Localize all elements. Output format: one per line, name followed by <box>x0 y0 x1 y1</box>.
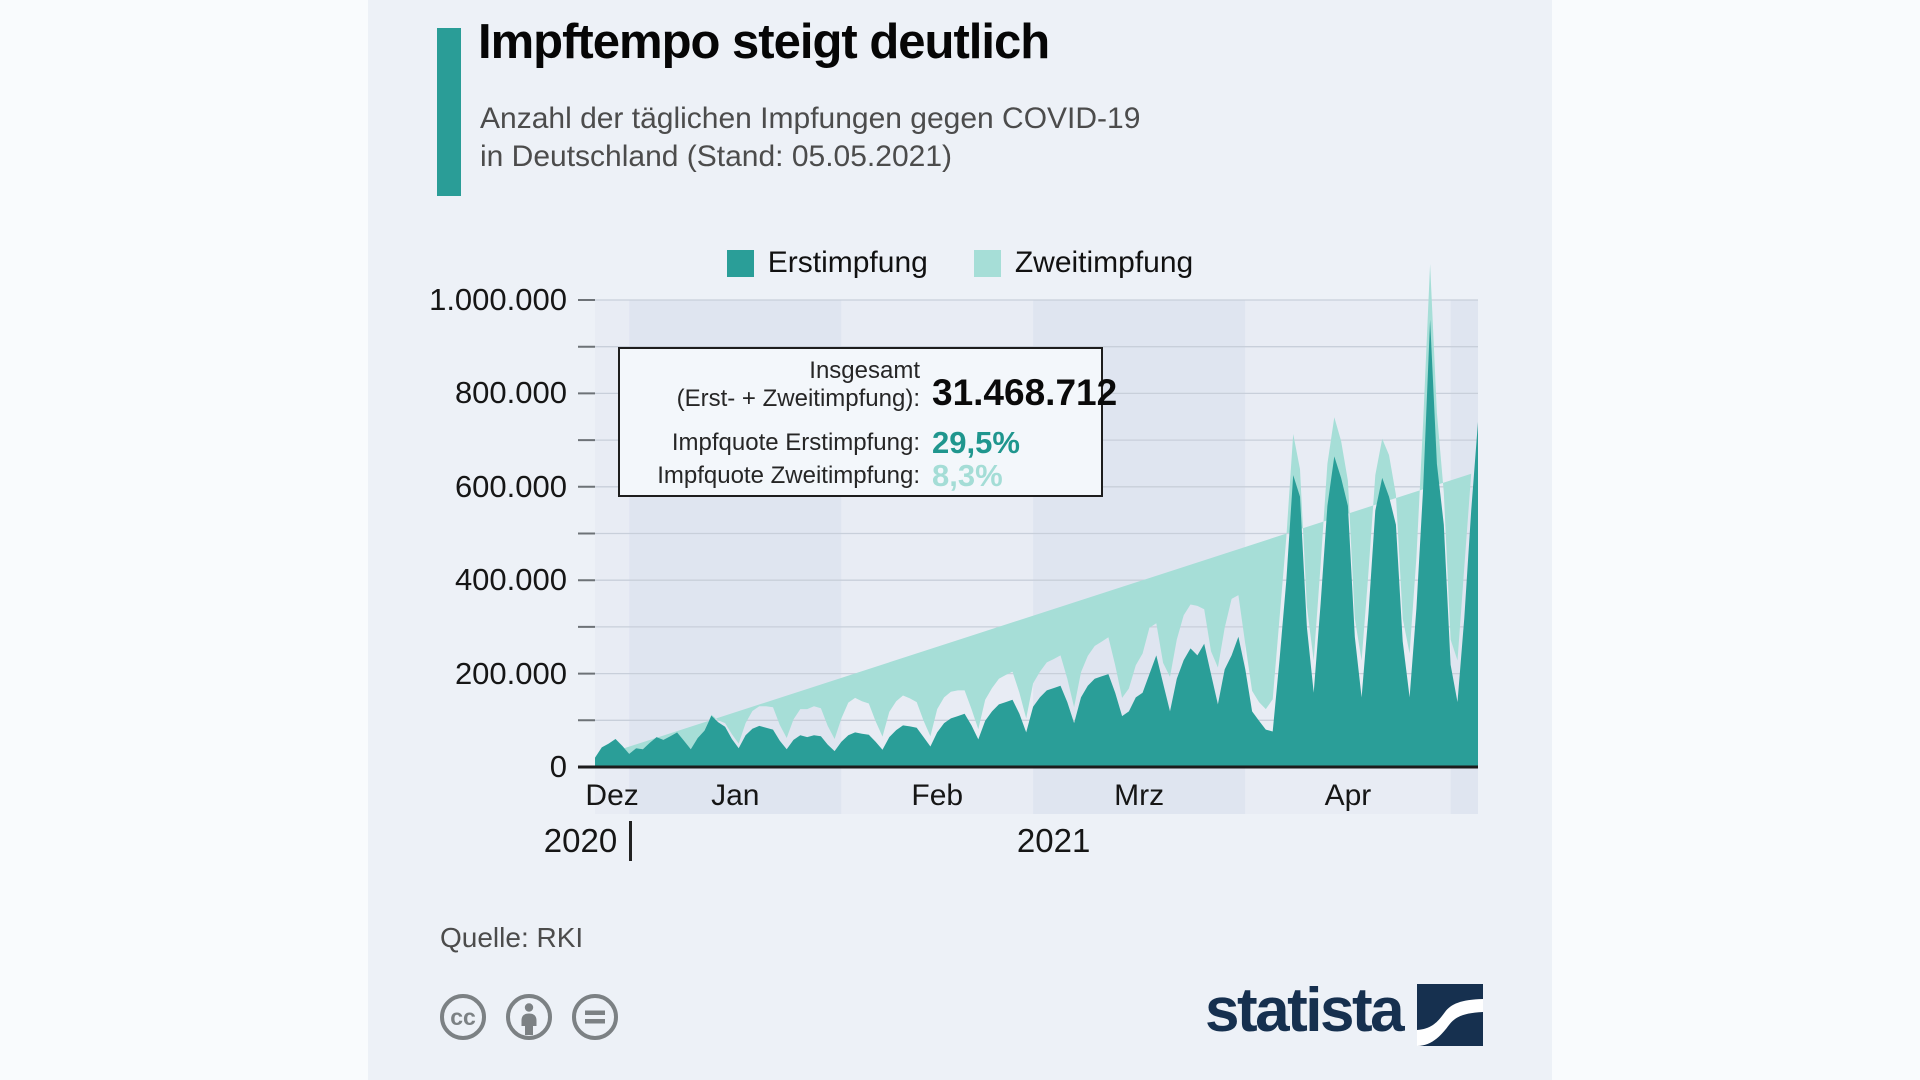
summary-info-box: Insgesamt (Erst- + Zweitimpfung): 31.468… <box>618 347 1117 497</box>
subtitle-line-1: Anzahl der täglichen Impfungen gegen COV… <box>480 102 1141 135</box>
cc-attribution-icon[interactable] <box>505 993 553 1041</box>
chart-subtitle: Anzahl der täglichen Impfungen gegen COV… <box>480 100 1140 176</box>
area-erstimpfung <box>595 319 1478 767</box>
total-label: Insgesamt (Erst- + Zweitimpfung): <box>676 357 920 412</box>
month-label-Dez: Dez <box>585 779 639 812</box>
area-zweitimpfung <box>595 264 1472 758</box>
legend-swatch-zweitimpfung <box>973 249 1001 277</box>
chart-area: Erstimpfung Zweitimpfung 0 200.000 400.000 6… <box>368 230 1552 880</box>
cc-license-icon[interactable]: cc <box>439 993 487 1041</box>
erst-quote-label: Impfquote Erstimpfung: <box>671 429 920 456</box>
y-axis-label-1.000.000: 1.000.000 <box>429 282 567 317</box>
chart-legend: Erstimpfung Zweitimpfung <box>368 246 1552 280</box>
y-axis-label-0: 0 <box>549 749 567 784</box>
y-axis-label-200.000: 200.000 <box>454 655 567 691</box>
zweit-quote-label: Impfquote Zweitimpfung: <box>657 462 920 489</box>
legend-item-erstimpfung: Erstimpfung <box>726 246 928 280</box>
page-title: Impftempo steigt deutlich <box>478 15 1050 69</box>
y-axis-label-400.000: 400.000 <box>454 562 567 598</box>
month-label-Mrz: Mrz <box>1114 779 1165 812</box>
title-accent-bar <box>437 28 461 196</box>
y-axis-label-600.000: 600.000 <box>454 468 567 504</box>
legend-label-zweitimpfung: Zweitimpfung <box>1014 246 1194 279</box>
year-separator-line <box>629 821 633 861</box>
source-label: Quelle: RKI <box>440 922 584 953</box>
total-value: 31.468.712 <box>932 372 1118 413</box>
erst-quote-value: 29,5% <box>932 425 1020 460</box>
year-label-2020: 2020 <box>543 822 618 859</box>
month-label-Feb: Feb <box>911 779 964 812</box>
y-axis-label-800.000: 800.000 <box>454 375 567 411</box>
legend-label-erstimpfung: Erstimpfung <box>767 246 928 279</box>
legend-item-zweitimpfung: Zweitimpfung <box>973 246 1194 280</box>
zweit-quote-value: 8,3% <box>932 458 1003 493</box>
subtitle-line-2: in Deutschland (Stand: 05.05.2021) <box>480 140 952 173</box>
statista-logo[interactable]: statista <box>1205 976 1484 1046</box>
svg-text:cc: cc <box>450 1004 476 1030</box>
statista-wordmark: statista <box>1205 976 1405 1045</box>
area-chart-plot <box>578 264 1478 814</box>
infographic-canvas: Impftempo steigt deutlich Anzahl der täg… <box>368 0 1552 1080</box>
month-label-Jan: Jan <box>711 779 760 812</box>
license-icons: cc <box>439 993 619 1041</box>
legend-swatch-erstimpfung <box>726 249 754 277</box>
month-label-Apr: Apr <box>1324 779 1372 812</box>
year-label-2021: 2021 <box>1016 822 1091 859</box>
cc-no-derivatives-icon[interactable] <box>571 993 619 1041</box>
statista-logo-mark <box>1417 984 1484 1046</box>
